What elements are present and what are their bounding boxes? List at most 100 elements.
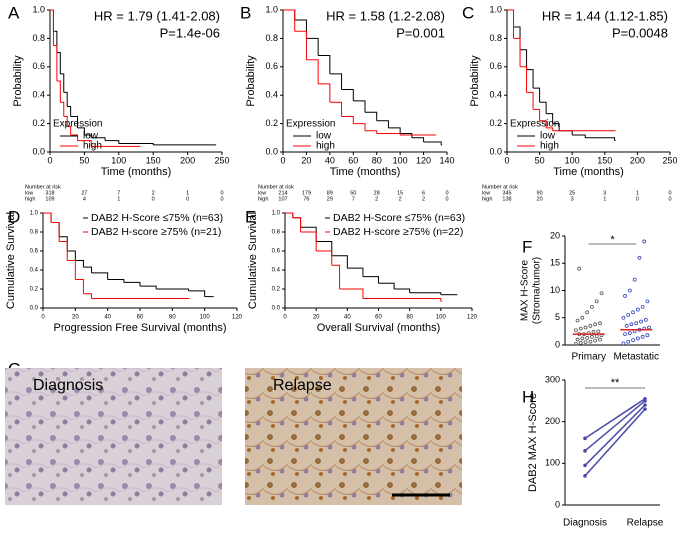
survival-step (84, 134, 92, 138)
dot (634, 321, 639, 326)
survival-step (67, 106, 72, 117)
risk-value: 27 (81, 190, 87, 196)
paired-dot (643, 399, 647, 403)
survival-step (91, 272, 109, 280)
x-tick-label: 100 (393, 155, 408, 165)
paired-line (584, 400, 646, 452)
dot (598, 321, 602, 326)
y-axis-label: Cumulative Survival (247, 212, 259, 309)
x-axis-label: Time (months) (553, 166, 624, 178)
x-tick-label: 250 (662, 155, 677, 165)
annotation: P=0.001 (396, 25, 445, 40)
dot (627, 331, 632, 335)
legend-label: DAB2 H-Score ≤75% (n=63) (333, 212, 465, 224)
dot (647, 325, 651, 330)
dot (621, 341, 626, 346)
survival-step (300, 231, 317, 251)
x-tick-label: 20 (313, 315, 320, 321)
survival-step (294, 19, 307, 39)
dot (626, 339, 631, 344)
x-tick-label: 140 (439, 155, 454, 165)
risk-value: 15 (397, 190, 403, 196)
risk-row-label: low (25, 190, 33, 196)
y-tick-label: 0.6 (272, 249, 281, 255)
risk-value: 0 (668, 190, 671, 196)
y-tick-label: 0.8 (489, 33, 502, 43)
survival-step (539, 101, 547, 114)
x-axis-label: Time (months) (330, 166, 401, 178)
y-tick-label: 0 (555, 499, 560, 509)
y-tick-label: 0.6 (265, 61, 278, 71)
y-tick-label: 1.0 (272, 211, 281, 217)
risk-value: 29 (327, 196, 333, 202)
annotation: P=0.0048 (612, 25, 668, 40)
survival-step (107, 279, 125, 283)
y-tick-label: 200 (545, 416, 560, 426)
x-axis-label: Overall Survival (months) (317, 322, 440, 334)
survival-step (306, 37, 319, 56)
survival-step (341, 89, 354, 101)
survival-step (318, 54, 331, 74)
survival-step (283, 9, 296, 20)
survival-step (411, 137, 425, 143)
risk-value: 28 (374, 190, 380, 196)
paired-dot (583, 449, 587, 453)
dot (585, 310, 590, 315)
x-tick-label: 80 (169, 315, 176, 321)
survival-step (365, 111, 378, 121)
legend-label: DAB2 H-score ≥75% (n=22) (333, 226, 463, 238)
risk-value: 76 (303, 196, 309, 202)
dot (598, 337, 602, 342)
survival-step (285, 212, 294, 218)
y-tick-label: 0.2 (32, 118, 45, 128)
dot (599, 291, 604, 296)
y-tick-label: 5 (555, 312, 560, 322)
legend-label: DAB2 H-score ≥75% (n=21) (91, 226, 221, 238)
survival-step (585, 137, 616, 141)
x-tick-label: 0 (283, 315, 287, 321)
risk-value: 20 (537, 196, 543, 202)
dot (580, 336, 585, 341)
risk-value: 2 (152, 190, 155, 196)
survival-step (67, 250, 76, 261)
survival-step (300, 226, 317, 242)
risk-value: 318 (45, 190, 54, 196)
survival-step (67, 260, 76, 280)
survival-step (347, 267, 364, 277)
survival-step (318, 83, 331, 103)
image-label: Relapse (273, 377, 332, 394)
survival-step (329, 73, 343, 90)
y-tick-label: 0 (555, 339, 560, 349)
x-tick-label: 120 (467, 315, 478, 321)
risk-value: 3 (571, 196, 574, 202)
y-axis-label: (Stroma/tumor) (532, 257, 543, 324)
dot (621, 315, 626, 320)
dot (590, 304, 594, 309)
risk-table-title: Number at risk (258, 184, 294, 190)
survival-step (50, 9, 54, 32)
survival-step (51, 222, 60, 242)
dot (593, 322, 598, 327)
dot (645, 299, 650, 304)
dot (593, 338, 598, 343)
x-tick-label: 100 (111, 155, 126, 165)
survival-step (59, 236, 68, 251)
x-tick-label: 50 (79, 155, 89, 165)
risk-value: 0 (445, 190, 448, 196)
survival-step (63, 116, 68, 127)
risk-value: 138 (502, 196, 511, 202)
dot (583, 340, 588, 345)
y-tick-label: 0.8 (32, 33, 45, 43)
survival-step (118, 142, 154, 145)
image-label: Diagnosis (33, 377, 103, 394)
risk-value: 1 (117, 196, 120, 202)
survival-step (75, 260, 84, 268)
legend-label: low (83, 131, 99, 142)
legend-title: Expression (286, 119, 335, 130)
survival-step (70, 116, 79, 128)
dot (640, 334, 645, 339)
risk-value: 345 (502, 190, 511, 196)
panel-label: A (8, 3, 20, 22)
